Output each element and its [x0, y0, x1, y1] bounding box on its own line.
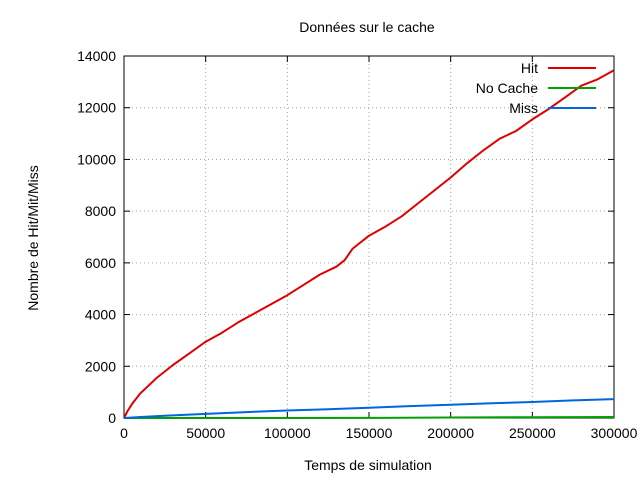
axis-ticks: 0 50000 100000 150000 200000 250000 300000 0 200… [77, 48, 638, 441]
grid [124, 56, 614, 418]
x-tick-label: 100000 [264, 425, 311, 441]
series-line-hit [123, 69, 615, 419]
y-tick-label: 2000 [85, 358, 116, 374]
x-tick-label: 50000 [186, 425, 225, 441]
x-tick-label: 150000 [346, 425, 393, 441]
x-tick-label: 250000 [509, 425, 556, 441]
x-tick-label: 0 [120, 425, 128, 441]
y-tick-label: 12000 [77, 100, 116, 116]
series-lines [123, 69, 615, 419]
y-tick-label: 0 [108, 410, 116, 426]
legend-label-miss: Miss [509, 100, 538, 116]
series-line-no-cache [124, 416, 615, 419]
series-line-miss [123, 398, 615, 419]
y-tick-label: 8000 [85, 203, 116, 219]
y-tick-label: 6000 [85, 255, 116, 271]
x-axis-title: Temps de simulation [304, 457, 432, 473]
y-tick-label: 10000 [77, 151, 116, 167]
x-tick-label: 200000 [427, 425, 474, 441]
legend-label-no-cache: No Cache [476, 80, 538, 96]
y-axis-title: Nombre de Hit/Mit/Miss [25, 165, 41, 310]
legend-label-hit: Hit [521, 60, 538, 76]
x-tick-label: 300000 [591, 425, 638, 441]
y-tick-label: 4000 [85, 307, 116, 323]
chart-title: Données sur le cache [299, 19, 435, 35]
y-tick-label: 14000 [77, 48, 116, 64]
legend: Hit No Cache Miss [476, 60, 596, 116]
